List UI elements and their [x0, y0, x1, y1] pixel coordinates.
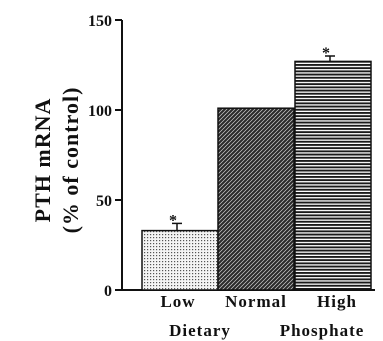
y-tick-label-100: 100 — [88, 103, 112, 120]
significance-marker-low: * — [169, 212, 177, 229]
bar-normal — [217, 107, 295, 291]
y-tick-label-50: 50 — [96, 193, 112, 210]
xlabel-dietary: Dietary — [169, 321, 231, 340]
significance-marker-high: * — [322, 45, 330, 62]
ylabel-line1: PTH mRNA — [30, 98, 55, 223]
category-label-low: Low — [160, 292, 195, 311]
xlabel-phosphate: Phosphate — [280, 321, 365, 340]
category-label-normal: Normal — [225, 292, 287, 311]
y-tick-label-150: 150 — [88, 13, 112, 30]
bar-high — [294, 60, 372, 291]
category-label-high: High — [317, 292, 357, 311]
bar-low — [141, 229, 219, 291]
y-tick-label-0: 0 — [104, 283, 112, 300]
ylabel-line2: (% of control) — [58, 87, 83, 234]
